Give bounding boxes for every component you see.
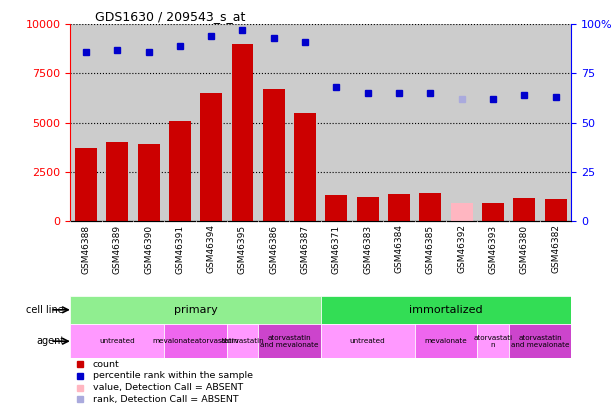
Bar [451,203,473,221]
Text: percentile rank within the sample: percentile rank within the sample [93,371,253,380]
Text: mevalonate: mevalonate [425,338,467,344]
Text: untreated: untreated [350,338,386,344]
Text: immortalized: immortalized [409,305,483,315]
Bar [415,324,477,358]
Bar [75,148,97,221]
Text: GSM46392: GSM46392 [457,224,466,273]
Text: GSM46389: GSM46389 [113,224,122,274]
Text: atorvastati
n: atorvastati n [474,335,513,348]
Bar [477,324,509,358]
Text: GSM46388: GSM46388 [81,224,90,274]
Bar [509,324,571,358]
Text: GSM46390: GSM46390 [144,224,153,274]
Bar [513,198,535,221]
Text: cell line: cell line [26,305,64,315]
Text: GSM46386: GSM46386 [269,224,278,274]
Bar [263,89,285,221]
Text: GSM46383: GSM46383 [364,224,372,274]
Text: atorvastatin
and mevalonate: atorvastatin and mevalonate [511,335,569,348]
Text: value, Detection Call = ABSENT: value, Detection Call = ABSENT [93,383,243,392]
Text: count: count [93,360,120,369]
Text: GSM46385: GSM46385 [426,224,435,274]
Text: primary: primary [174,305,218,315]
Bar [294,113,316,221]
Text: GSM46393: GSM46393 [489,224,497,274]
Bar [321,296,571,324]
Bar [232,44,254,221]
Text: GSM46391: GSM46391 [175,224,185,274]
Text: GSM46395: GSM46395 [238,224,247,274]
Bar [419,193,441,221]
Text: rank, Detection Call = ABSENT: rank, Detection Call = ABSENT [93,395,238,404]
Bar [326,195,348,221]
Text: GSM46382: GSM46382 [551,224,560,273]
Bar [321,324,415,358]
Bar [200,93,222,221]
Bar [70,324,164,358]
Bar [137,144,159,221]
Bar [544,199,566,221]
Bar [258,324,321,358]
Text: atorvastatin: atorvastatin [221,338,265,344]
Text: mevalonateatorvastatin: mevalonateatorvastatin [152,338,239,344]
Bar [164,324,227,358]
Bar [482,203,504,221]
Text: GSM46371: GSM46371 [332,224,341,274]
Text: GSM46394: GSM46394 [207,224,216,273]
Text: agent: agent [36,336,64,346]
Text: GSM46387: GSM46387 [301,224,310,274]
Bar [388,194,410,221]
Bar [70,296,321,324]
Bar [227,324,258,358]
Text: untreated: untreated [100,338,135,344]
Text: GSM46380: GSM46380 [520,224,529,274]
Text: GDS1630 / 209543_s_at: GDS1630 / 209543_s_at [95,10,246,23]
Text: atorvastatin
and mevalonate: atorvastatin and mevalonate [260,335,319,348]
Bar [106,142,128,221]
Bar [169,121,191,221]
Bar [357,197,379,221]
Text: GSM46384: GSM46384 [395,224,403,273]
